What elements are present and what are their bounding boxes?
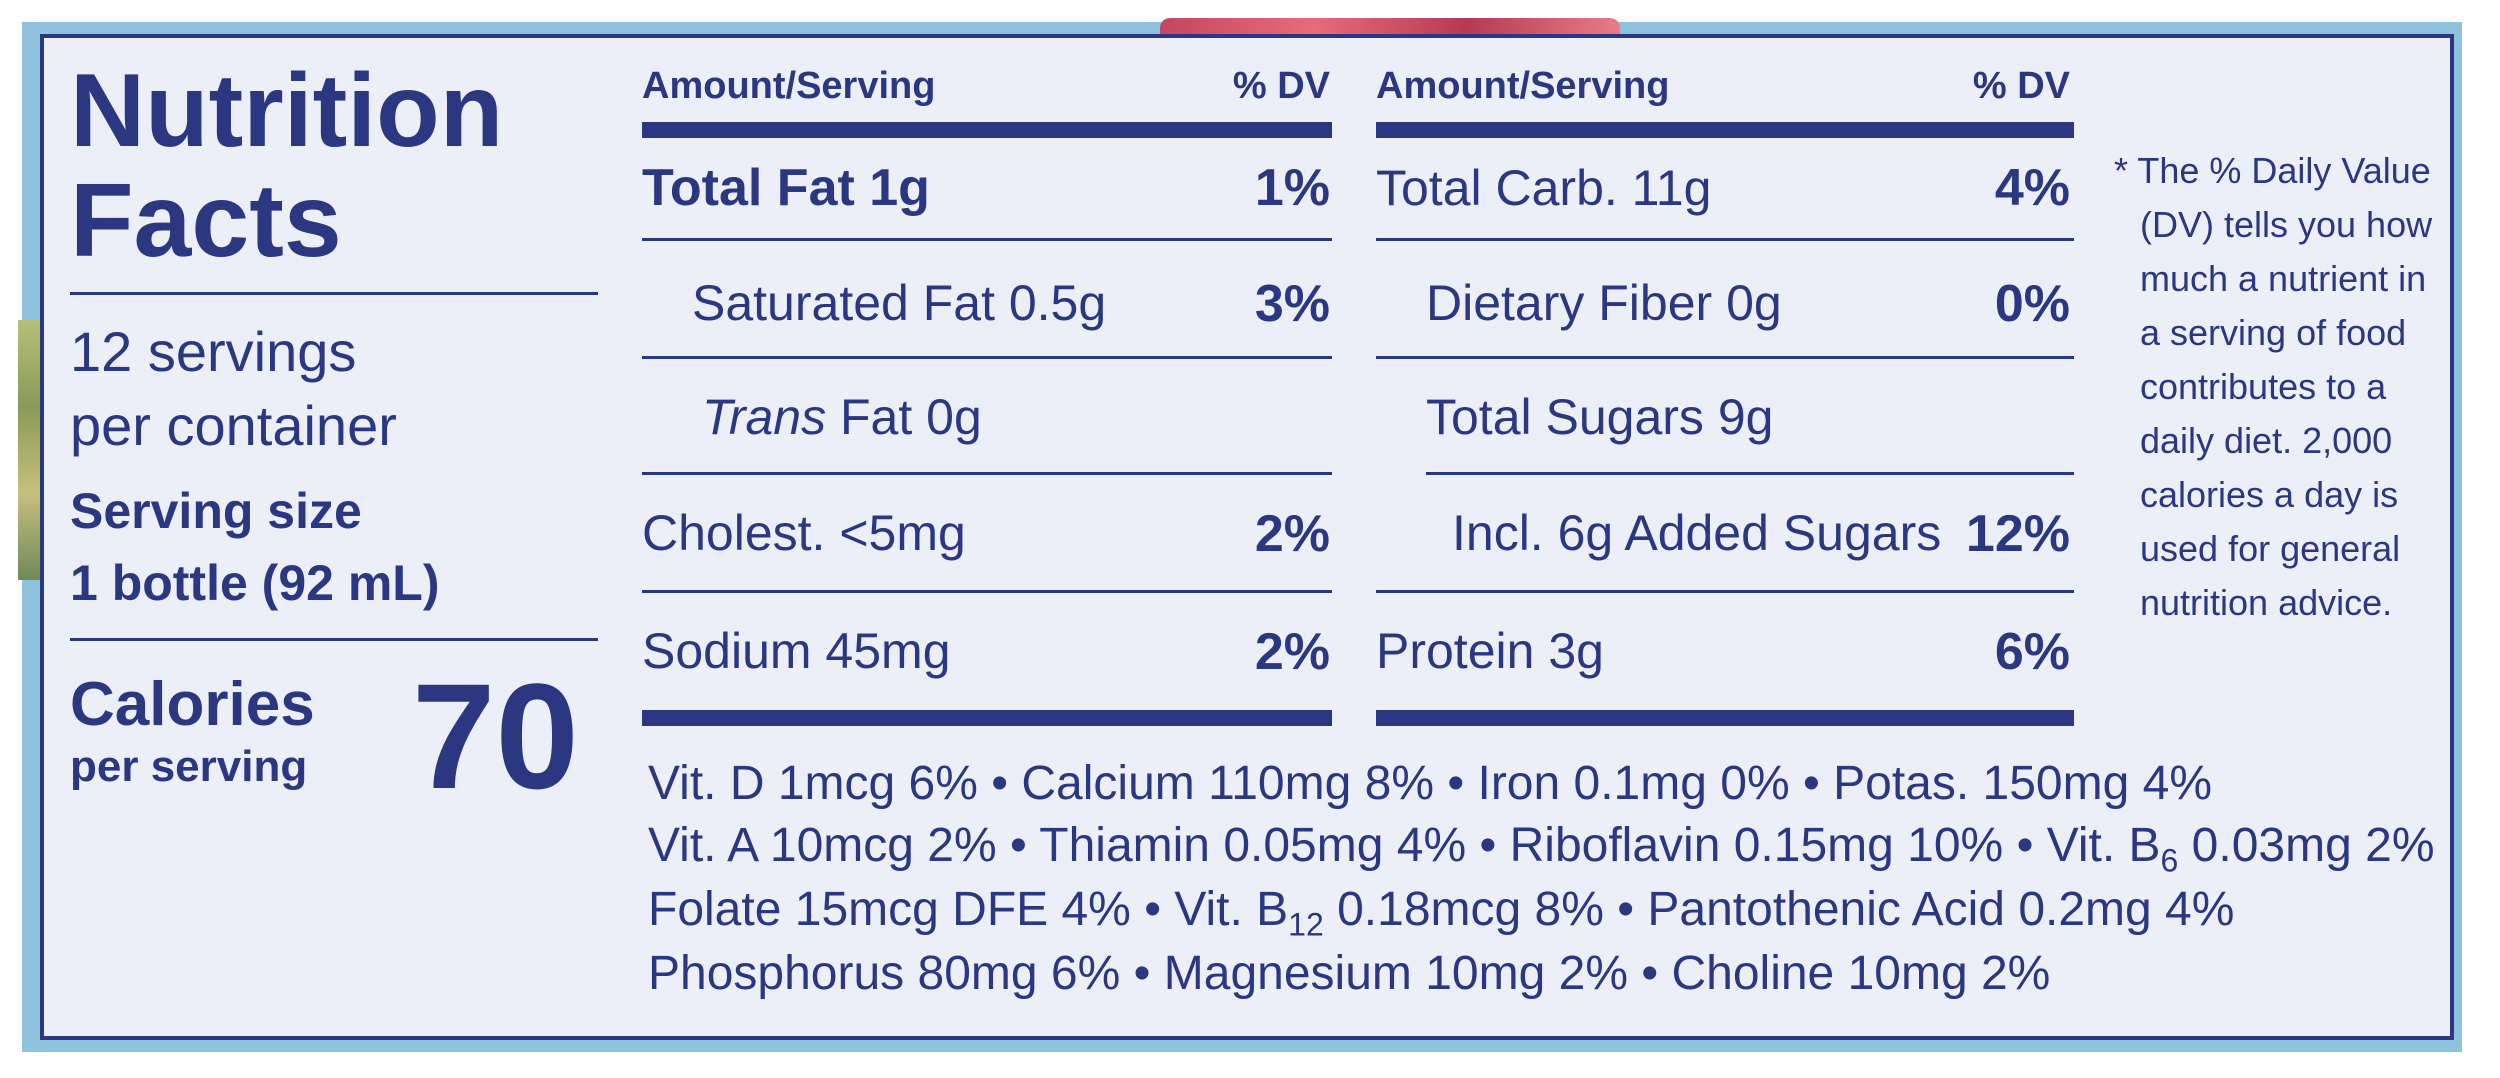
left-row-sodium-dv: 2% (1254, 623, 1330, 681)
footnote-line: (DV) tells you how (2140, 204, 2433, 245)
vitamins-line-3-b: 0.18mcg 8% • Pantothenic Acid 0.2mg 4% (1323, 883, 2235, 936)
right-row-divider (1376, 238, 2074, 241)
right-row-total-carb: Total Carb. 11g (1376, 160, 1712, 216)
left-row-divider (642, 238, 1332, 241)
left-row-total-fat: Total Fat 1g (642, 159, 930, 217)
left-bottom-rule (642, 710, 1332, 726)
title-facts: Facts (70, 163, 342, 279)
right-header-rule (1376, 122, 2074, 138)
left-row-total-fat-dv: 1% (1254, 159, 1330, 217)
calories-value: 70 (412, 652, 579, 820)
right-header-dv: % DV (1972, 65, 2070, 107)
left-header-amount: Amount/Serving (642, 65, 936, 107)
footnote-line: used for general (2140, 528, 2401, 569)
servings-per-container-line1: 12 servings (70, 320, 357, 383)
right-row-total-carb-dv: 4% (1994, 159, 2070, 217)
vitamins-line-2: Vit. A 10mcg 2% • Thiamin 0.05mg 4% • Ri… (648, 816, 2435, 891)
footnote-line: nutrition advice. (2140, 582, 2393, 623)
right-row-dietary-fiber-dv: 0% (1994, 275, 2070, 333)
trans-fat-rest: Fat 0g (826, 389, 982, 445)
vitamins-line-3: Folate 15mcg DFE 4% • Vit. B12 0.18mcg 8… (648, 880, 2234, 955)
left-row-trans-fat: Trans Fat 0g (702, 388, 982, 446)
vitamins-line-2-b: 0.03mg 2% (2178, 819, 2435, 872)
footnote-line: much a nutrient in (2140, 258, 2427, 299)
left-row-divider (642, 472, 1332, 475)
title-nutrition: Nutrition (70, 53, 504, 169)
package-leaf-art (18, 320, 44, 580)
right-bottom-rule (1376, 710, 2074, 726)
right-row-protein-dv: 6% (1994, 623, 2070, 681)
right-header-amount: Amount/Serving (1376, 65, 1670, 107)
calories-label: Calories (70, 670, 315, 739)
serving-divider (70, 638, 598, 641)
right-row-added-sugars: Incl. 6g Added Sugars (1452, 505, 1942, 561)
left-row-divider (642, 590, 1332, 593)
left-row-divider (642, 356, 1332, 359)
vitamins-line-4: Phosphorus 80mg 6% • Magnesium 10mg 2% •… (648, 947, 2051, 1000)
serving-size-value: 1 bottle (92 mL) (70, 555, 440, 611)
left-row-cholesterol-dv: 2% (1254, 505, 1330, 563)
right-row-total-sugars: Total Sugars 9g (1426, 389, 1774, 445)
left-row-saturated-fat: Saturated Fat 0.5g (692, 275, 1107, 331)
title-divider (70, 292, 598, 295)
left-row-saturated-fat-dv: 3% (1254, 275, 1330, 333)
left-header-dv: % DV (1232, 65, 1330, 107)
footnote-line: daily diet. 2,000 (2140, 420, 2393, 461)
calories-per-serving: per serving (70, 742, 308, 791)
trans-italic: Trans (702, 389, 827, 445)
footnote-line: contributes to a (2140, 366, 2387, 407)
right-row-dietary-fiber: Dietary Fiber 0g (1426, 275, 1782, 331)
right-row-protein: Protein 3g (1376, 623, 1604, 679)
right-row-divider (1376, 356, 2074, 359)
footnote-line: * The % Daily Value (2114, 150, 2431, 191)
vitamin-b6-subscript: 6 (2160, 842, 2179, 879)
left-row-sodium: Sodium 45mg (642, 623, 951, 679)
footnote-line: a serving of food (2140, 312, 2407, 353)
serving-size-label: Serving size (70, 483, 362, 539)
vitamin-b12-subscript: 12 (1288, 906, 1324, 943)
footnote-line: calories a day is (2140, 474, 2399, 515)
servings-per-container-line2: per container (70, 394, 397, 457)
vitamins-line-2-a: Vit. A 10mcg 2% • Thiamin 0.05mg 4% • Ri… (648, 819, 2161, 872)
vitamins-line-1: Vit. D 1mcg 6% • Calcium 110mg 8% • Iron… (648, 757, 2213, 810)
left-row-cholesterol: Cholest. <5mg (642, 505, 966, 561)
left-header-rule (642, 122, 1332, 138)
right-row-divider (1376, 590, 2074, 593)
vitamins-line-3-a: Folate 15mcg DFE 4% • Vit. B (648, 883, 1289, 936)
right-row-divider (1426, 472, 2074, 475)
right-row-added-sugars-dv: 12% (1965, 505, 2070, 563)
nutrition-facts-label: Nutrition Facts 12 servings per containe… (40, 34, 2454, 1040)
